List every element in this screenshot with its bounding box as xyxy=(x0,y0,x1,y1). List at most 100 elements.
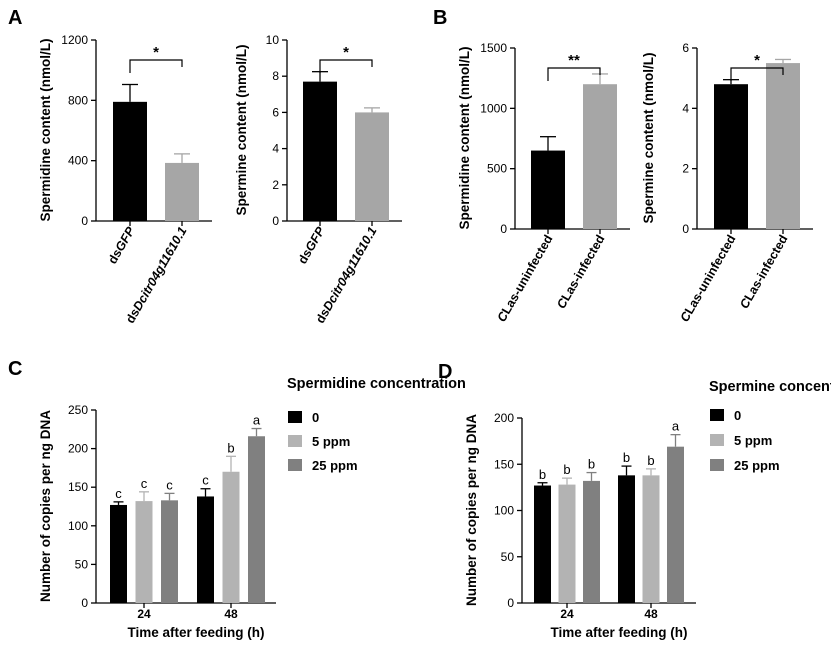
significance-marker: * xyxy=(153,44,159,61)
category-label-part: ds xyxy=(105,247,124,267)
category-label-part: Dcitr04g11610.1 xyxy=(130,224,189,313)
y-tick-label: 500 xyxy=(487,162,507,176)
category-label-part: Las-uninfected xyxy=(499,233,556,317)
chart-title: Spermine concentration xyxy=(709,379,831,395)
chart-c: Number of copies per ng DNA 0 50 100 150 200 2… xyxy=(38,376,466,640)
bar xyxy=(303,81,337,221)
bar xyxy=(165,162,199,221)
bar xyxy=(248,436,265,603)
bar xyxy=(531,150,565,229)
category-label-part: GFP xyxy=(113,224,138,254)
y-tick-label: 250 xyxy=(68,403,88,417)
x-category-label: dsGFP xyxy=(295,224,328,266)
bar xyxy=(714,84,748,229)
y-tick-label: 100 xyxy=(68,519,88,533)
y-tick-label: 2 xyxy=(682,162,689,176)
y-tick-label: 6 xyxy=(682,41,689,55)
y-tick-label: 400 xyxy=(68,154,88,168)
y-tick-label: 4 xyxy=(272,142,279,156)
legend-label: 25 ppm xyxy=(734,458,780,473)
significance-letter: c xyxy=(202,473,209,488)
y-tick-label: 1500 xyxy=(480,41,507,55)
y-tick-label: 1200 xyxy=(61,33,88,47)
y-axis-label: Spermidine content (nmol/L) xyxy=(38,38,53,221)
significance-letter: c xyxy=(115,486,122,501)
y-tick-label: 0 xyxy=(500,222,507,236)
y-tick-label: 200 xyxy=(68,442,88,456)
significance-marker: * xyxy=(754,52,760,69)
significance-letter: b xyxy=(647,453,654,468)
legend-swatch xyxy=(710,434,724,446)
chart-b2: Spermine content (nmol/L) 0 2 4 6 CLas-uninfe… xyxy=(641,41,813,324)
chart-title: Spermidine concentration xyxy=(287,376,466,392)
legend-swatch xyxy=(710,409,724,421)
y-tick-label: 150 xyxy=(494,457,514,471)
category-label-part: ds xyxy=(313,306,332,326)
panel-letter-b: B xyxy=(433,7,447,29)
y-axis-label: Spermidine content (nmol/L) xyxy=(457,46,472,229)
chart-a1: Spermidine content (nmol/L) 0 400 800 1200 ds… xyxy=(38,33,212,326)
chart-a2: Spermine content (nmol/L)0246810dsGFPdsD… xyxy=(234,33,402,326)
bar xyxy=(534,485,551,603)
y-axis-label: Number of copies per ng DNA xyxy=(464,414,479,606)
bar xyxy=(161,500,178,603)
bar xyxy=(558,484,576,603)
bar xyxy=(135,501,153,603)
y-axis-label: Number of copies per ng DNA xyxy=(38,410,53,602)
bar xyxy=(583,480,600,603)
bar xyxy=(667,446,684,603)
significance-letter: b xyxy=(563,462,570,477)
category-label-part: Dcitr04g11610.1 xyxy=(320,224,379,313)
bar xyxy=(766,63,800,230)
bar xyxy=(642,475,660,603)
legend-label: 5 ppm xyxy=(312,434,350,449)
y-tick-label: 150 xyxy=(68,480,88,494)
y-tick-label: 0 xyxy=(507,596,514,610)
category-label-part: Las-uninfected xyxy=(682,233,739,317)
category-label-part: Las-infected xyxy=(742,233,791,304)
bar xyxy=(113,101,147,221)
x-category-label: 48 xyxy=(224,607,238,621)
y-tick-label: 0 xyxy=(682,222,689,236)
legend-swatch xyxy=(288,411,302,423)
bar xyxy=(197,496,214,603)
category-label-part: GFP xyxy=(303,224,328,254)
category-label-part: ds xyxy=(123,306,142,326)
category-label-part: ds xyxy=(295,247,314,267)
y-tick-label: 1000 xyxy=(480,101,507,115)
significance-bracket xyxy=(730,67,784,81)
panel-letter-d: D xyxy=(438,361,452,383)
y-tick-label: 6 xyxy=(272,105,279,119)
y-tick-label: 50 xyxy=(501,550,515,564)
x-category-label: CLas-uninfected xyxy=(495,233,556,325)
legend-swatch xyxy=(288,459,302,471)
y-axis-label: Spermine content (nmol/L) xyxy=(641,52,656,223)
legend-swatch xyxy=(710,459,724,471)
legend-swatch xyxy=(288,435,302,447)
y-tick-label: 0 xyxy=(81,214,88,228)
x-category-label: 24 xyxy=(560,607,574,621)
category-label-part: Las-infected xyxy=(559,233,608,304)
legend-label: 0 xyxy=(312,410,319,425)
x-category-label: CLas-infected xyxy=(737,233,790,312)
y-tick-label: 100 xyxy=(494,504,514,518)
y-axis-label: Spermine content (nmol/L) xyxy=(234,44,249,215)
bar xyxy=(618,475,635,603)
bar xyxy=(110,504,127,603)
y-tick-label: 200 xyxy=(494,411,514,425)
panel-letter-c: C xyxy=(8,358,22,380)
significance-letter: b xyxy=(623,450,630,465)
x-category-label: 24 xyxy=(137,607,151,621)
significance-letter: b xyxy=(588,457,595,472)
y-tick-label: 8 xyxy=(272,69,279,83)
x-category-label: CLas-uninfected xyxy=(678,233,739,325)
y-tick-label: 4 xyxy=(682,101,689,115)
significance-marker: ** xyxy=(568,52,580,69)
significance-letter: c xyxy=(141,476,148,491)
x-category-label: 48 xyxy=(644,607,658,621)
y-tick-label: 0 xyxy=(81,596,88,610)
significance-letter: a xyxy=(253,413,261,428)
panel-letter-a: A xyxy=(8,7,22,29)
chart-b1: Spermidine content (nmol/L) 0 500 1000 1500 C… xyxy=(457,41,630,324)
